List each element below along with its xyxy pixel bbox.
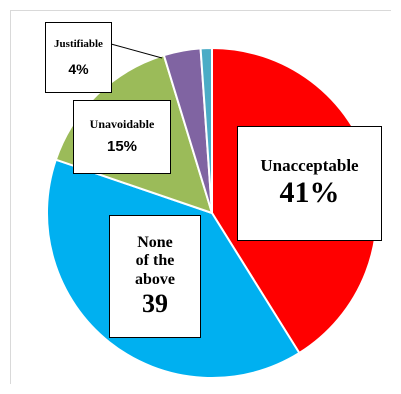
label-unacceptable-value: 41% [279,176,340,210]
frame-left [10,10,11,384]
label-none-line1: None [137,233,173,251]
label-none-line3: above [135,270,175,288]
label-unavoidable-name: Unavoidable [89,117,155,132]
pie-slice-other [199,46,213,214]
label-none-line2: of the [135,252,175,270]
data-label-none-of-the-above: None of the above 39 [109,215,201,338]
label-unacceptable-name: Unacceptable [260,156,359,176]
data-label-unacceptable: Unacceptable 41% [237,126,382,241]
label-none-value: 39 [142,289,168,319]
label-justifiable-value: 4% [68,60,89,77]
data-label-unavoidable: Unavoidable 15% [73,100,171,174]
label-justifiable-name: Justifiable [54,38,103,51]
data-label-justifiable: Justifiable 4% [45,22,112,93]
leader-line-justifiable [110,43,163,59]
label-unavoidable-value: 15% [106,138,138,156]
frame-top [10,10,391,11]
